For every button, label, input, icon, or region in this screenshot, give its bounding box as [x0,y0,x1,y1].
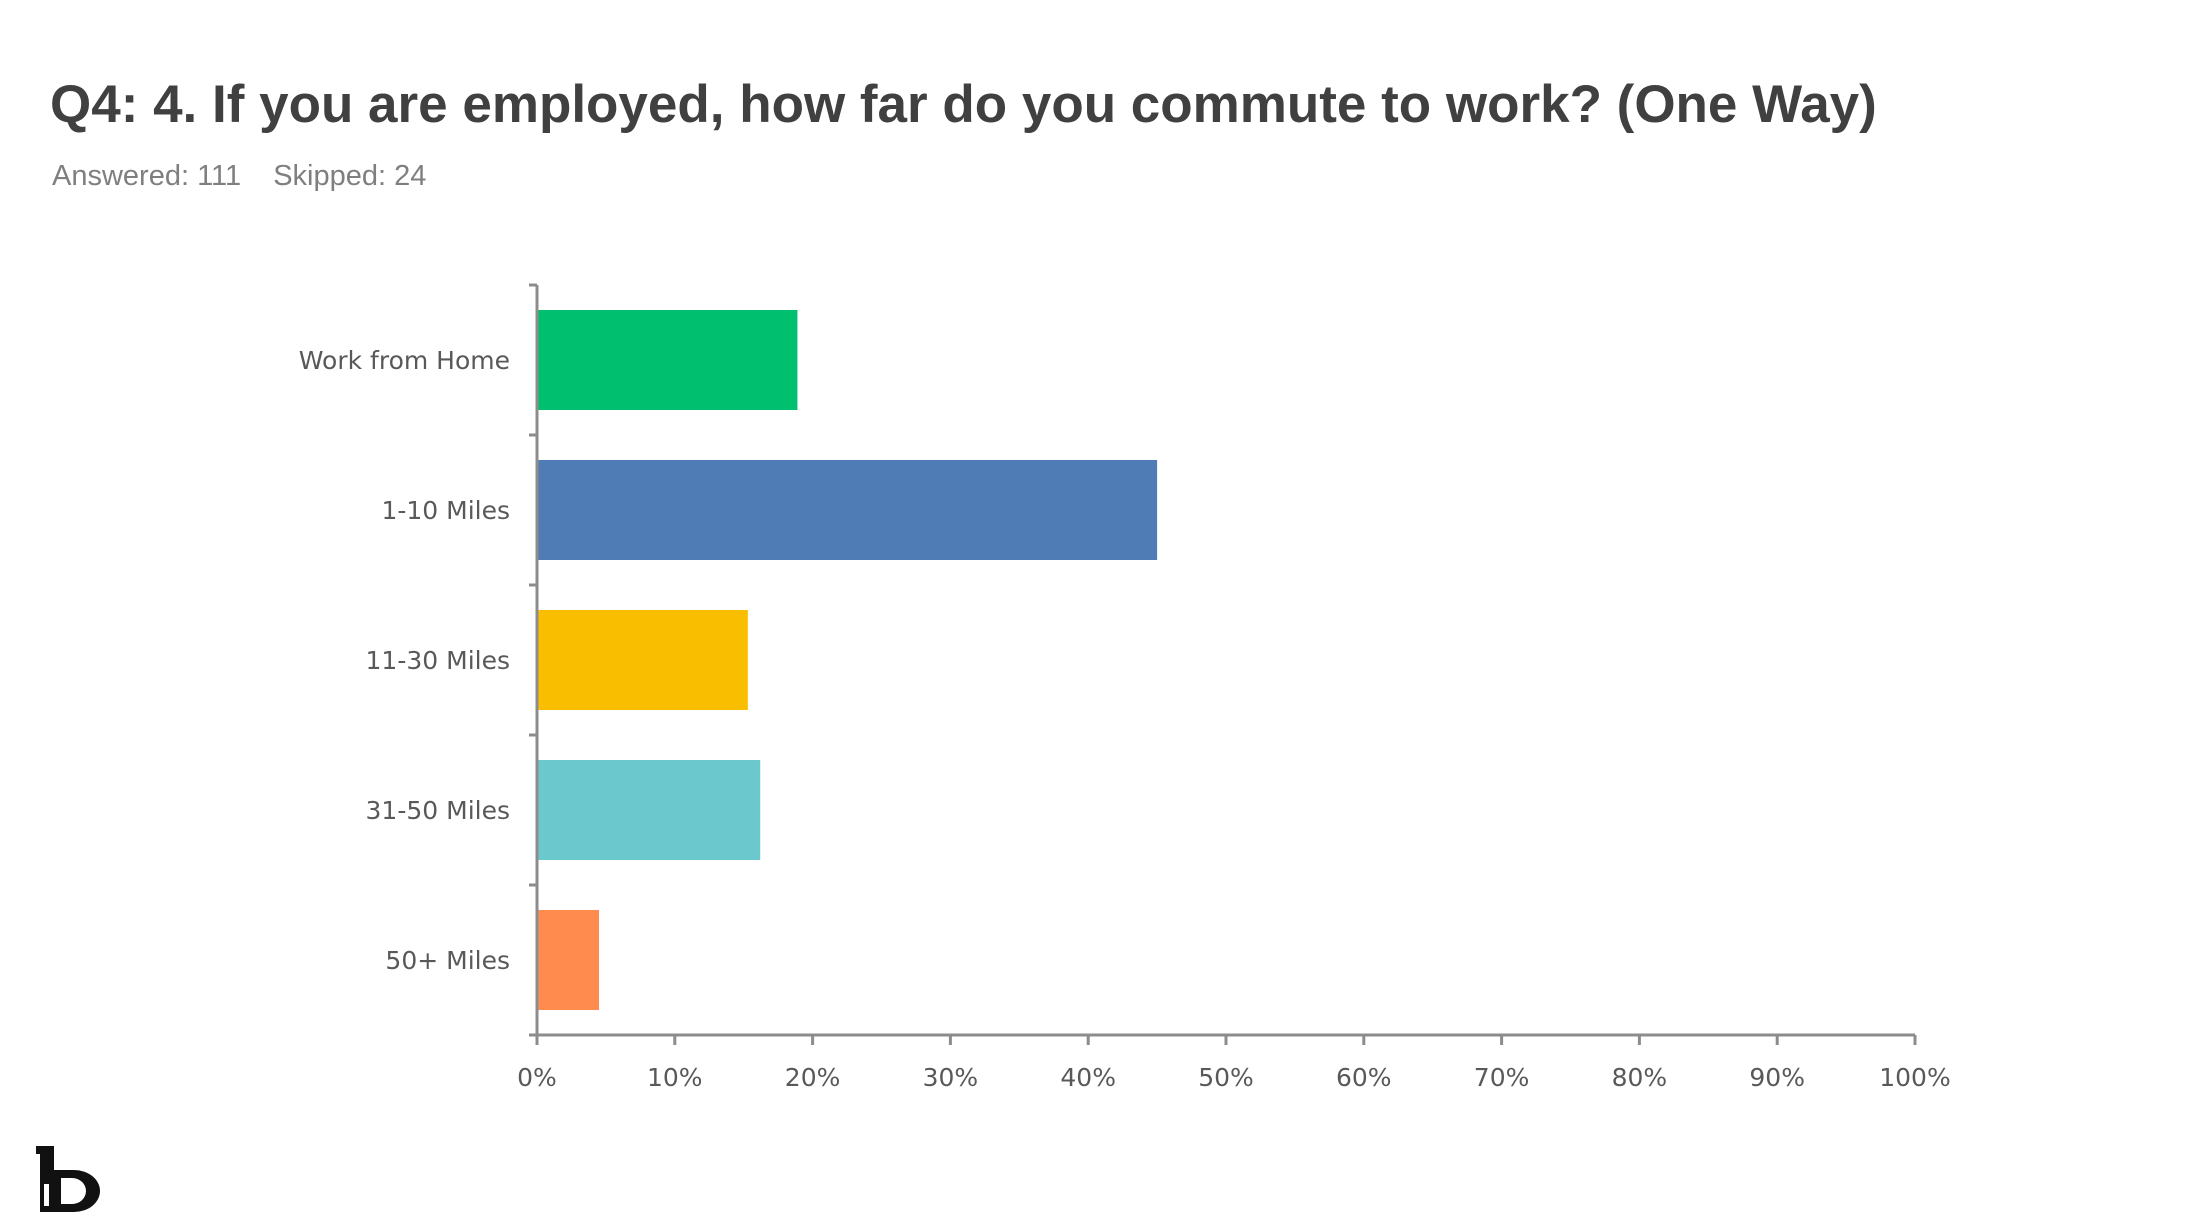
tick-labels-group: 0% 10% 20% 30% 40% 50% 60% 70% 80% 90% 100% [517,1063,1951,1092]
response-summary: Answered: 111 Skipped: 24 [52,160,450,193]
bar-3 [537,760,761,860]
answered-count: Answered: 111 [52,160,242,192]
bar-2 [537,610,748,710]
axes-group [529,283,1917,1045]
category-label-2: 11-30 Miles [366,646,510,675]
x-tick-label-6: 60% [1336,1063,1392,1092]
bars-group [537,310,1158,1010]
x-tick-label-3: 30% [923,1063,979,1092]
x-tick-label-5: 50% [1198,1063,1254,1092]
bar-1 [537,460,1158,560]
x-tick-label-10: 100% [1879,1063,1950,1092]
chart-title: Q4: 4. If you are employed, how far do y… [50,75,1877,134]
company-logo-icon [36,1146,100,1212]
category-label-4: 50+ Miles [385,946,510,975]
category-label-0: Work from Home [299,346,510,375]
skipped-count: Skipped: 24 [273,160,427,192]
x-tick-label-4: 40% [1060,1063,1116,1092]
category-label-3: 31-50 Miles [366,796,510,825]
bar-0 [537,310,798,410]
x-tick-label-1: 10% [647,1063,703,1092]
x-tick-label-9: 90% [1749,1063,1805,1092]
bar-4 [537,910,600,1010]
category-labels-group: Work from Home 1-10 Miles 11-30 Miles 31-50… [299,346,510,975]
x-tick-label-0: 0% [517,1063,557,1092]
x-tick-label-7: 70% [1474,1063,1530,1092]
x-tick-label-8: 80% [1612,1063,1668,1092]
x-tick-label-2: 20% [785,1063,841,1092]
category-label-1: 1-10 Miles [381,496,510,525]
